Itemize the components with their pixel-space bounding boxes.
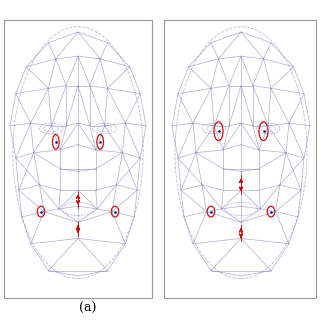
- Bar: [4, 20, 152, 298]
- Text: (a): (a): [79, 301, 97, 315]
- Bar: [164, 20, 316, 298]
